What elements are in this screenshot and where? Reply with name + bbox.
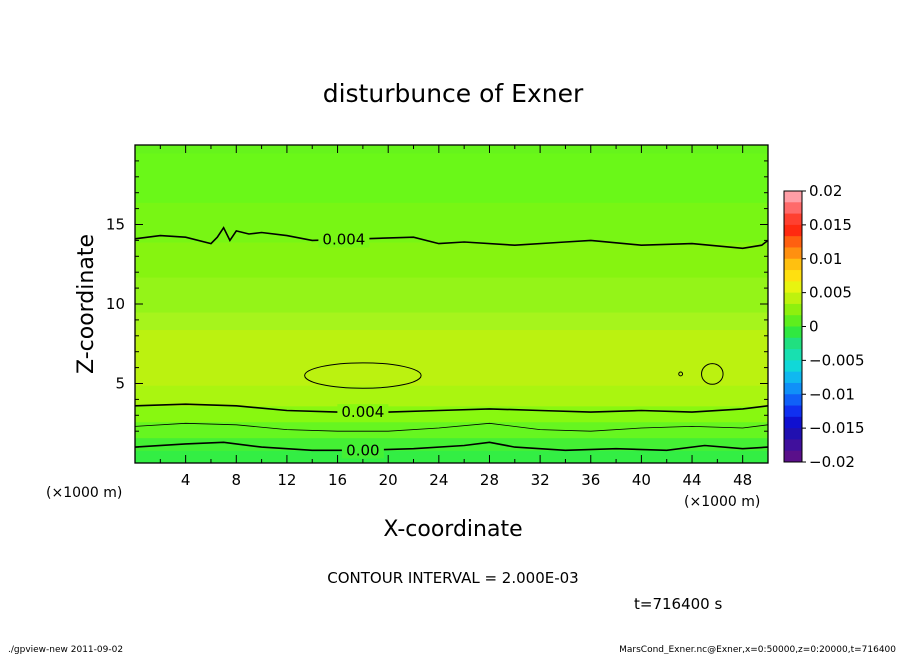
colorbar-swatch-3	[784, 224, 802, 237]
chart-title: disturbunce of Exner	[323, 79, 584, 108]
fill-band-0	[135, 450, 768, 463]
contour-label-bg-2	[341, 442, 384, 459]
footer-left: ./gpview-new 2011-09-02	[8, 645, 123, 654]
x-tick-label-48: 48	[733, 471, 752, 489]
x-tick-label-16: 16	[328, 471, 347, 489]
fill-band-10	[135, 152, 768, 203]
y-tick-label-10: 10	[106, 295, 125, 313]
colorbar-swatch-19	[784, 405, 802, 418]
colorbar-swatch-16	[784, 371, 802, 384]
x-tick-label-4: 4	[181, 471, 191, 489]
colorbar-label-6: −0.01	[809, 385, 855, 403]
colorbar-label-5: −0.005	[809, 351, 865, 369]
colorbar-swatch-15	[784, 360, 802, 373]
y-axis-label: Z-coordinate	[74, 234, 99, 374]
colorbar-label-7: −0.015	[809, 419, 865, 437]
fill-band-6	[135, 311, 768, 331]
colorbar-swatch-21	[784, 428, 802, 440]
colorbar-swatch-1	[784, 202, 802, 215]
x-tick-label-8: 8	[232, 471, 242, 489]
colorbar-swatch-5	[784, 247, 802, 260]
colorbar-swatch-10	[784, 303, 802, 316]
contour-labels: 0.004 0.004 0.00	[318, 230, 389, 459]
contour-label-bg-1	[337, 404, 389, 421]
colorbar-swatch-11	[784, 315, 802, 327]
plot-area: 0.004 0.004 0.00 4 8 12 16 20 24 28 32 36 40 44 485…	[106, 144, 769, 489]
contour-label-lower: 0.004	[341, 403, 384, 421]
colorbar-swatch-7	[784, 270, 802, 282]
colorbar-swatch-23	[784, 450, 802, 463]
y-tick-label-5: 5	[115, 375, 125, 393]
colorbar-label-8: −0.02	[809, 453, 855, 471]
fill-band-3	[135, 405, 768, 423]
closed-contour-blob-large	[304, 362, 422, 389]
colorbar-swatch-12	[784, 326, 802, 339]
filled-bands	[135, 145, 768, 463]
colorbar-label-4: 0	[809, 318, 819, 336]
colorbar-swatch-17	[784, 382, 802, 395]
colorbar-label-0: 0.02	[809, 182, 842, 200]
fill-band-11	[135, 145, 768, 154]
colorbar-swatch-8	[784, 281, 802, 294]
colorbar-swatch-2	[784, 213, 802, 226]
colorbar-label-3: 0.005	[809, 284, 852, 302]
contour-interval-text: CONTOUR INTERVAL = 2.000E-03	[327, 569, 578, 587]
contour-label-bg-0	[318, 231, 370, 248]
contour-label-zero: 0.00	[346, 441, 379, 459]
colorbar-swatch-22	[784, 439, 802, 452]
x-tick-label-36: 36	[581, 471, 600, 489]
x-tick-label-20: 20	[379, 471, 398, 489]
colorbar-swatch-14	[784, 349, 802, 361]
x-tick-label-24: 24	[429, 471, 448, 489]
colorbar-swatch-13	[784, 337, 802, 350]
colorbar-swatch-9	[784, 292, 802, 305]
y-tick-label-15: 15	[106, 216, 125, 234]
fill-band-2	[135, 421, 768, 439]
colorbar-label-1: 0.015	[809, 216, 852, 234]
x-tick-label-32: 32	[531, 471, 550, 489]
contour-line-0.00	[135, 441, 768, 452]
footer-right: MarsCond_Exner.nc@Exner,x=0:50000,z=0:20…	[619, 645, 896, 654]
x-unit-left: (×1000 m)	[46, 485, 122, 501]
closed-contour-blob-small	[701, 363, 724, 385]
fill-band-5	[135, 329, 768, 386]
fill-band-9	[135, 202, 768, 243]
colorbar-swatch-6	[784, 258, 802, 271]
x-tick-label-12: 12	[277, 471, 296, 489]
contour-label-upper: 0.004	[322, 230, 365, 248]
colorbar-swatch-20	[784, 416, 802, 429]
fill-band-8	[135, 241, 768, 278]
closed-contour-blob-dot	[678, 371, 684, 377]
colorbar-label-2: 0.01	[809, 250, 842, 268]
x-tick-label-28: 28	[480, 471, 499, 489]
x-tick-label-44: 44	[682, 471, 701, 489]
x-axis-label: X-coordinate	[383, 517, 522, 542]
contour-line-0.002	[135, 422, 768, 432]
time-text: t=716400 s	[634, 595, 722, 613]
fill-band-4	[135, 385, 768, 407]
colorbar-swatch-18	[784, 394, 802, 407]
x-unit-right: (×1000 m)	[684, 494, 760, 510]
colorbar-swatch-4	[784, 236, 802, 248]
fill-band-1	[135, 437, 768, 451]
colorbar-swatch-0	[784, 191, 802, 203]
contour-line-lower-0.004	[135, 403, 768, 413]
colorbar: 0.02 0.015 0.01 0.005 0 −0.005 −0.01 −0.015 −0.0…	[783, 182, 865, 471]
x-tick-label-40: 40	[632, 471, 651, 489]
fill-band-7	[135, 276, 768, 313]
